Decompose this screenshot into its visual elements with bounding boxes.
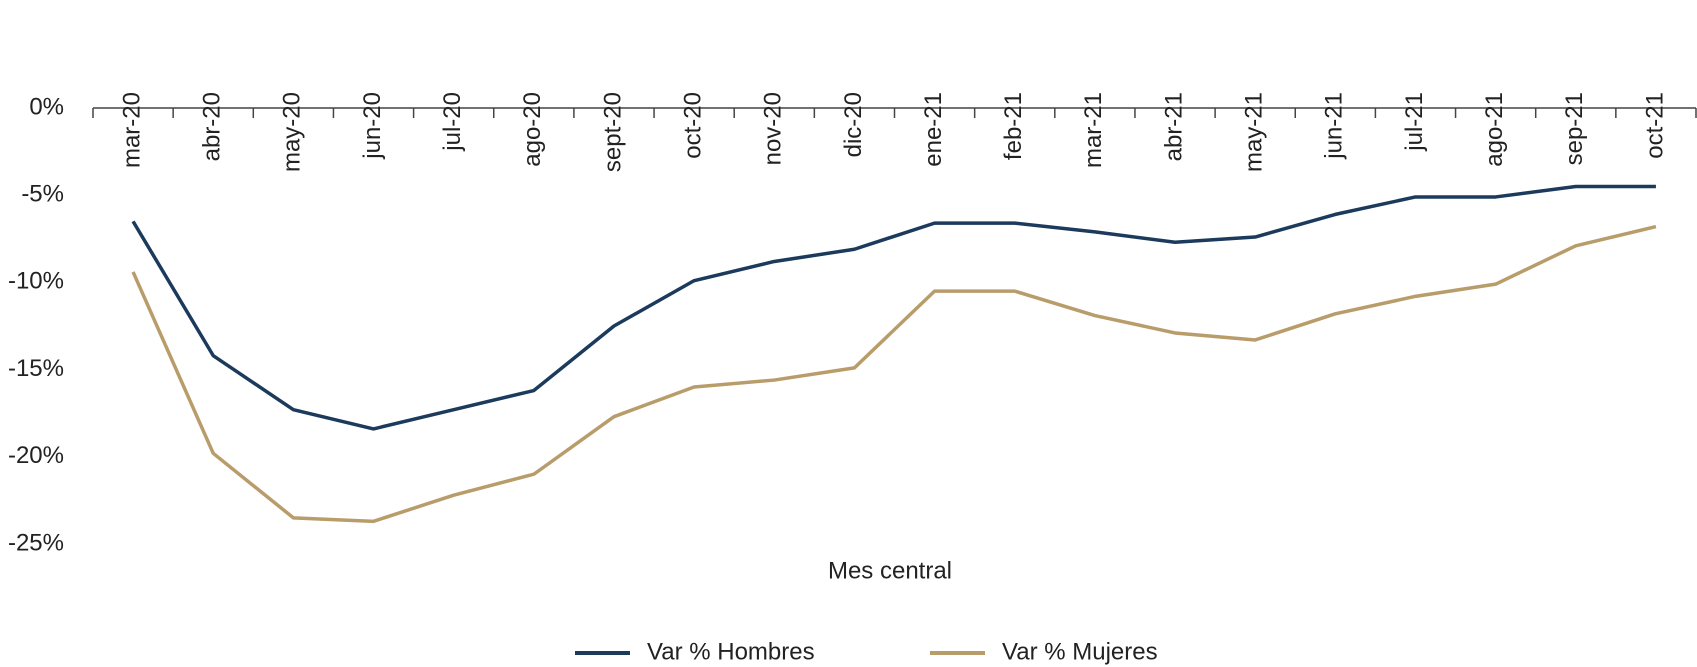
x-axis-title: Mes central xyxy=(828,557,952,584)
x-tick-label: mar-20 xyxy=(118,92,145,168)
x-tick-label: ago-20 xyxy=(519,92,546,167)
x-tick-label: abr-21 xyxy=(1160,92,1187,161)
x-tick-label: mar-21 xyxy=(1080,92,1107,168)
x-tick-label: dic-20 xyxy=(840,92,867,157)
x-tick-label: jun-20 xyxy=(359,92,386,160)
x-tick-label: sept-20 xyxy=(599,92,626,172)
line-series xyxy=(131,224,1657,524)
x-tick-label: sep-21 xyxy=(1561,92,1588,165)
x-tick-label: jul-21 xyxy=(1401,92,1428,152)
y-tick-label: -10% xyxy=(8,268,64,295)
x-tick-label: nov-20 xyxy=(760,92,787,165)
y-tick-label: -25% xyxy=(8,529,64,556)
y-tick-label: -20% xyxy=(8,442,64,469)
x-tick-label: oct-20 xyxy=(679,92,706,159)
x-tick-label: feb-21 xyxy=(1000,92,1027,160)
x-tick-label: ene-21 xyxy=(920,92,947,167)
x-tick-label: jul-20 xyxy=(439,92,466,152)
x-tick-label: oct-21 xyxy=(1641,92,1668,159)
y-tick-label: 0% xyxy=(29,93,64,120)
x-tick-label: may-20 xyxy=(279,92,306,172)
y-tick-label: -5% xyxy=(21,181,64,208)
y-tick-label: -15% xyxy=(8,355,64,382)
x-tick-label: abr-20 xyxy=(199,92,226,161)
x-tick-label: jun-21 xyxy=(1321,92,1348,160)
legend-label: Var % Mujeres xyxy=(1002,638,1158,665)
x-tick-label: may-21 xyxy=(1241,92,1268,172)
x-tick-label: ago-21 xyxy=(1481,92,1508,167)
line-series xyxy=(131,184,1656,431)
legend-label: Var % Hombres xyxy=(647,638,815,665)
